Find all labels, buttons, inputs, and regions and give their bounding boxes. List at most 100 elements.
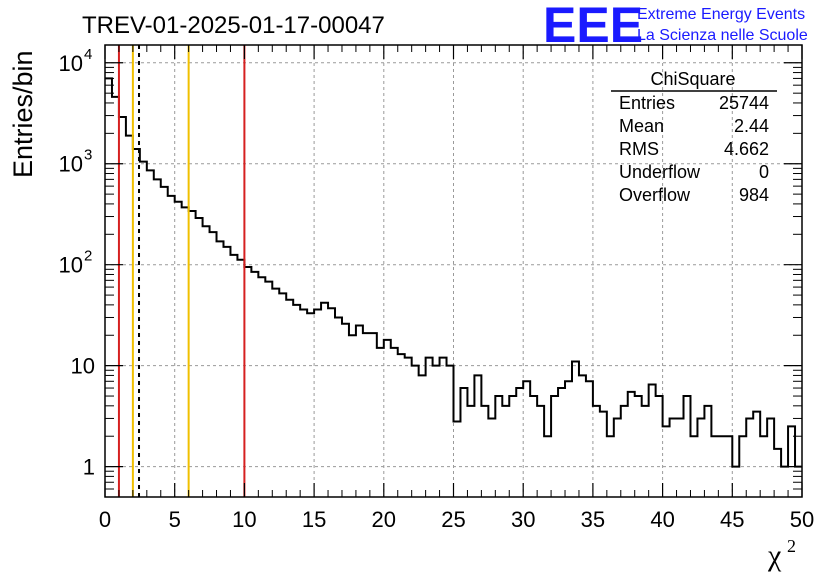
- histogram-bin: [467, 406, 474, 497]
- histogram-bin: [690, 436, 697, 497]
- histogram-bin: [649, 385, 656, 497]
- stats-label: Mean: [619, 116, 664, 136]
- logo-mark: EEE: [543, 0, 643, 53]
- histogram-bin: [774, 449, 781, 497]
- histogram-bin: [593, 406, 600, 497]
- histogram-bin: [711, 436, 718, 497]
- stats-value: 984: [739, 185, 769, 205]
- histogram-bin: [565, 381, 572, 497]
- histogram-bin: [265, 282, 272, 497]
- histogram-bin: [502, 406, 509, 497]
- histogram-bin: [244, 267, 251, 497]
- histogram-bin: [530, 396, 537, 497]
- histogram-bin: [335, 317, 342, 497]
- histogram-bin: [509, 396, 516, 497]
- y-tick-exponent: 2: [84, 248, 92, 265]
- y-tick-exponent: 4: [84, 46, 92, 63]
- x-axis-label: χ 2: [767, 536, 796, 572]
- stats-label: Overflow: [619, 185, 691, 205]
- histogram-bin: [677, 418, 684, 497]
- histogram-bin: [154, 179, 161, 497]
- y-axis-label: Entries/bin: [8, 50, 38, 178]
- histogram-bin: [474, 375, 481, 497]
- histogram-bin: [600, 412, 607, 497]
- histogram-bin: [182, 207, 189, 497]
- logo-line2: La Scienza nelle Scuole: [637, 27, 808, 44]
- histogram-bin: [516, 388, 523, 497]
- histogram-bin: [161, 187, 168, 497]
- x-tick-label: 20: [372, 507, 396, 532]
- stats-label: Entries: [619, 93, 675, 113]
- histogram-bin: [495, 396, 502, 497]
- histogram-bin: [140, 162, 147, 497]
- histogram-bin: [628, 392, 635, 497]
- histogram-series: [105, 77, 802, 468]
- histogram-bin: [614, 418, 621, 497]
- stats-value: 2.44: [734, 116, 769, 136]
- histogram-bin: [307, 313, 314, 497]
- histogram-bin: [258, 277, 265, 497]
- histogram-bin: [286, 300, 293, 497]
- histogram-bin: [684, 396, 691, 497]
- histogram-bin: [175, 202, 182, 497]
- histogram-bin: [607, 436, 614, 497]
- histogram-bin: [454, 421, 461, 497]
- histogram-bin: [642, 406, 649, 497]
- histogram-bin: [272, 289, 279, 497]
- x-tick-label: 35: [581, 507, 605, 532]
- histogram-bin: [746, 418, 753, 497]
- histogram-bin: [210, 232, 217, 497]
- histogram-bin: [349, 335, 356, 497]
- histogram-bin: [223, 247, 230, 497]
- histogram-bin: [426, 358, 433, 497]
- histogram-bin: [419, 375, 426, 497]
- x-axis-label-chi: χ: [767, 539, 782, 572]
- histogram-bin: [279, 293, 286, 497]
- histogram-bin: [767, 418, 774, 497]
- y-tick-label: 10: [71, 354, 95, 379]
- y-tick-label: 10: [59, 253, 83, 278]
- histogram-bin: [718, 436, 725, 497]
- histogram-bin: [579, 375, 586, 497]
- stats-box: ChiSquare Entries 25744 Mean 2.44 RMS 4.662 Un…: [611, 69, 777, 205]
- histogram-bin: [447, 366, 454, 497]
- histogram-bin: [621, 406, 628, 497]
- histogram-bin: [230, 255, 237, 497]
- histogram-bin: [760, 436, 767, 497]
- y-tick-label: 1: [83, 455, 95, 480]
- histogram-bin: [189, 211, 196, 497]
- x-tick-label: 10: [232, 507, 256, 532]
- logo-line1: Extreme Energy Events: [637, 6, 805, 23]
- histogram-bin: [656, 396, 663, 497]
- histogram-bin: [251, 272, 258, 497]
- histogram-bin: [391, 348, 398, 497]
- histogram-bin: [670, 418, 677, 497]
- histogram-bin: [314, 309, 321, 497]
- histogram-bin: [586, 381, 593, 497]
- histogram-bin: [697, 418, 704, 497]
- histogram-bin: [112, 97, 119, 497]
- histogram-bin: [328, 308, 335, 497]
- chart-title: TREV-01-2025-01-17-00047: [82, 12, 385, 39]
- y-tick-exponent: 3: [84, 147, 92, 164]
- histogram-bin: [384, 340, 391, 497]
- histogram-bin: [203, 226, 210, 497]
- histogram-bin: [119, 117, 126, 497]
- x-tick-label: 25: [441, 507, 465, 532]
- histogram-bin: [105, 78, 112, 497]
- histogram-bin: [377, 348, 384, 497]
- stats-value: 25744: [719, 93, 769, 113]
- histogram-bin: [398, 354, 405, 497]
- histogram-bin: [537, 406, 544, 497]
- threshold-lines: [117, 45, 246, 497]
- histogram-bin: [321, 303, 328, 497]
- stats-value: 0: [759, 162, 769, 182]
- histogram-bin: [342, 324, 349, 497]
- x-tick-label: 30: [511, 507, 535, 532]
- histogram-bin: [663, 426, 670, 497]
- x-tick-label: 5: [169, 507, 181, 532]
- histogram-bin: [168, 196, 175, 497]
- grid: [105, 45, 802, 497]
- histogram-bin: [544, 436, 551, 497]
